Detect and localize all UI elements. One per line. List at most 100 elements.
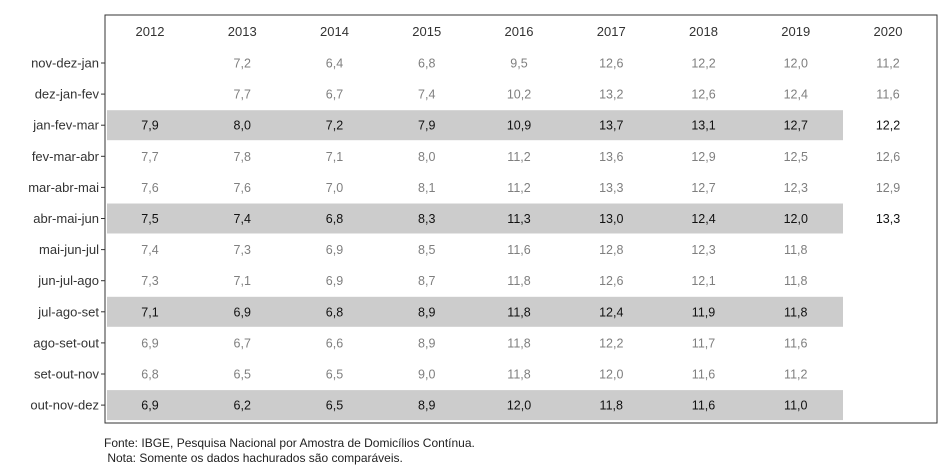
- cell-value: 6,8: [141, 368, 158, 382]
- row-label: abr-mai-jun: [33, 211, 99, 226]
- cell-value: 11,0: [784, 399, 807, 413]
- cell-value: 6,5: [326, 399, 343, 413]
- cell-value: 12,7: [691, 181, 715, 195]
- cell-value: 6,7: [326, 88, 343, 102]
- cell-value: 7,3: [141, 274, 158, 288]
- cell-value: 6,8: [326, 305, 343, 319]
- column-header: 2019: [781, 24, 810, 39]
- cell-value: 7,9: [141, 119, 158, 133]
- column-header: 2016: [505, 24, 534, 39]
- cell-value: 10,2: [507, 88, 531, 102]
- cell-value: 12,9: [691, 150, 715, 164]
- cell-value: 7,7: [234, 88, 251, 102]
- cell-value: 12,4: [784, 88, 808, 102]
- cell-value: 7,4: [141, 243, 158, 257]
- cell-value: 10,9: [507, 119, 531, 133]
- cell-value: 12,0: [599, 368, 623, 382]
- cell-value: 11,8: [784, 243, 807, 257]
- cell-value: 7,3: [234, 243, 251, 257]
- highlight-band: [107, 390, 843, 421]
- cell-value: 6,6: [326, 336, 343, 350]
- cell-value: 7,1: [234, 274, 251, 288]
- cell-value: 6,4: [326, 57, 343, 71]
- cell-value: 13,3: [876, 212, 900, 226]
- cell-value: 7,8: [234, 150, 251, 164]
- row-label: mai-jun-jul: [39, 242, 99, 257]
- cell-value: 6,5: [234, 368, 251, 382]
- cell-value: 8,9: [418, 336, 435, 350]
- cell-value: 12,6: [599, 57, 623, 71]
- cell-value: 11,3: [507, 212, 530, 226]
- cell-value: 12,0: [784, 212, 808, 226]
- cell-value: 12,8: [599, 243, 623, 257]
- cell-value: 12,6: [691, 88, 715, 102]
- cell-value: 12,4: [599, 305, 623, 319]
- cell-value: 12,6: [876, 150, 900, 164]
- cell-value: 13,1: [691, 119, 715, 133]
- cell-value: 7,2: [234, 57, 251, 71]
- cell-value: 13,2: [599, 88, 623, 102]
- cell-value: 6,9: [234, 305, 251, 319]
- cell-value: 11,6: [507, 243, 530, 257]
- cell-value: 11,8: [507, 368, 530, 382]
- row-label: mar-abr-mai: [28, 180, 99, 195]
- column-header: 2018: [689, 24, 718, 39]
- cell-value: 8,9: [418, 305, 435, 319]
- row-label: jan-fev-mar: [32, 118, 99, 133]
- cell-value: 12,1: [691, 274, 715, 288]
- cell-value: 6,9: [141, 399, 158, 413]
- cell-value: 7,1: [326, 150, 343, 164]
- cell-value: 11,2: [507, 150, 530, 164]
- cell-value: 6,9: [141, 336, 158, 350]
- cell-value: 9,5: [510, 57, 527, 71]
- row-label: ago-set-out: [33, 335, 99, 350]
- cell-value: 11,2: [507, 181, 530, 195]
- cell-value: 6,9: [326, 243, 343, 257]
- cell-value: 11,8: [507, 274, 530, 288]
- cell-value: 12,3: [784, 181, 808, 195]
- cell-value: 11,6: [876, 88, 899, 102]
- cell-value: 7,6: [141, 181, 158, 195]
- cell-value: 8,7: [418, 274, 435, 288]
- cell-value: 6,5: [326, 368, 343, 382]
- source-note: Fonte: IBGE, Pesquisa Nacional por Amost…: [104, 436, 475, 450]
- cell-value: 6,8: [326, 212, 343, 226]
- cell-value: 12,9: [876, 181, 900, 195]
- cell-value: 12,6: [599, 274, 623, 288]
- cell-value: 11,8: [784, 305, 807, 319]
- cell-value: 12,4: [691, 212, 715, 226]
- cell-value: 8,0: [418, 150, 435, 164]
- cell-value: 6,8: [418, 57, 435, 71]
- column-header: 2015: [412, 24, 441, 39]
- cell-value: 11,8: [507, 336, 530, 350]
- comparability-note: Nota: Somente os dados hachurados são co…: [104, 451, 403, 465]
- row-label: set-out-nov: [34, 367, 100, 382]
- cell-value: 11,8: [784, 274, 807, 288]
- cell-value: 6,9: [326, 274, 343, 288]
- cell-value: 8,3: [418, 212, 435, 226]
- cell-value: 13,0: [599, 212, 623, 226]
- highlight-band: [107, 110, 843, 141]
- cell-value: 7,4: [418, 88, 435, 102]
- cell-value: 7,2: [326, 119, 343, 133]
- cell-value: 13,7: [599, 119, 623, 133]
- cell-value: 12,2: [599, 336, 623, 350]
- cell-value: 11,2: [876, 57, 899, 71]
- cell-value: 11,6: [784, 336, 807, 350]
- cell-value: 12,2: [876, 119, 900, 133]
- cell-value: 9,0: [418, 368, 435, 382]
- cell-value: 12,5: [784, 150, 808, 164]
- cell-value: 12,0: [784, 57, 808, 71]
- row-label: nov-dez-jan: [31, 56, 99, 71]
- cell-value: 11,2: [784, 368, 807, 382]
- cell-value: 7,0: [326, 181, 343, 195]
- row-label: jul-ago-set: [37, 304, 99, 319]
- cell-value: 11,9: [692, 305, 715, 319]
- cell-value: 6,2: [234, 399, 251, 413]
- column-header: 2012: [136, 24, 165, 39]
- cell-value: 11,6: [692, 399, 715, 413]
- column-header: 2013: [228, 24, 257, 39]
- cell-value: 11,8: [600, 399, 623, 413]
- cell-value: 12,3: [691, 243, 715, 257]
